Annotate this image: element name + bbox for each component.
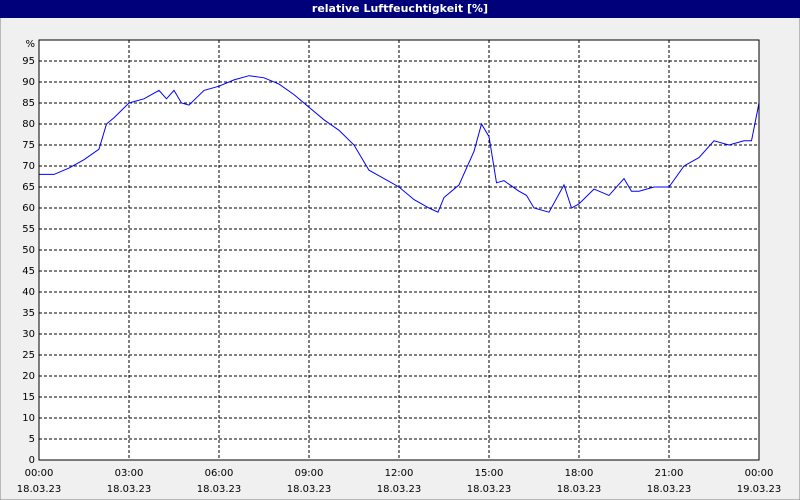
y-tick-label: 40 bbox=[22, 287, 35, 298]
y-tick-label: 95 bbox=[22, 56, 35, 67]
x-tick-date: 18.03.23 bbox=[17, 484, 62, 495]
y-tick-label: 5 bbox=[29, 434, 35, 445]
x-tick-label: 18:00 bbox=[565, 468, 594, 479]
y-tick-label: 35 bbox=[22, 308, 35, 319]
y-tick-label: 30 bbox=[22, 329, 35, 340]
y-tick-label: 80 bbox=[22, 119, 35, 130]
x-tick-label: 09:00 bbox=[295, 468, 324, 479]
x-tick-label: 00:00 bbox=[25, 468, 54, 479]
plot-border bbox=[38, 39, 760, 461]
y-tick-label: 90 bbox=[22, 77, 35, 88]
title-bar bbox=[0, 0, 800, 18]
y-tick-label: 0 bbox=[29, 455, 35, 466]
x-tick-date: 19.03.23 bbox=[737, 484, 782, 495]
x-tick-date: 18.03.23 bbox=[287, 484, 332, 495]
y-tick-label: 70 bbox=[22, 161, 35, 172]
y-tick-label: 20 bbox=[22, 371, 35, 382]
chart-title: relative Luftfeuchtigkeit [%] bbox=[312, 2, 488, 15]
y-unit: % bbox=[25, 39, 35, 50]
y-tick-label: 85 bbox=[22, 98, 35, 109]
x-tick-date: 18.03.23 bbox=[467, 484, 512, 495]
x-tick-date: 18.03.23 bbox=[377, 484, 422, 495]
y-tick-label: 65 bbox=[22, 182, 35, 193]
y-tick-label: 25 bbox=[22, 350, 35, 361]
y-tick-label: 50 bbox=[22, 245, 35, 256]
x-tick-label: 03:00 bbox=[115, 468, 144, 479]
x-tick-date: 18.03.23 bbox=[647, 484, 692, 495]
y-tick-label: 45 bbox=[22, 266, 35, 277]
data-line bbox=[39, 75, 760, 213]
y-tick-label: 60 bbox=[22, 203, 35, 214]
x-tick-label: 06:00 bbox=[205, 468, 234, 479]
y-tick-label: 15 bbox=[22, 392, 35, 403]
y-tick-label: 10 bbox=[22, 413, 35, 424]
x-tick-date: 18.03.23 bbox=[197, 484, 242, 495]
y-tick-label: 75 bbox=[22, 140, 35, 151]
x-tick-label: 21:00 bbox=[655, 468, 684, 479]
y-tick-label: 55 bbox=[22, 224, 35, 235]
x-tick-label: 12:00 bbox=[385, 468, 414, 479]
x-tick-label: 15:00 bbox=[475, 468, 504, 479]
x-tick-date: 18.03.23 bbox=[557, 484, 602, 495]
x-tick-date: 18.03.23 bbox=[107, 484, 152, 495]
x-tick-label: 00:00 bbox=[745, 468, 774, 479]
